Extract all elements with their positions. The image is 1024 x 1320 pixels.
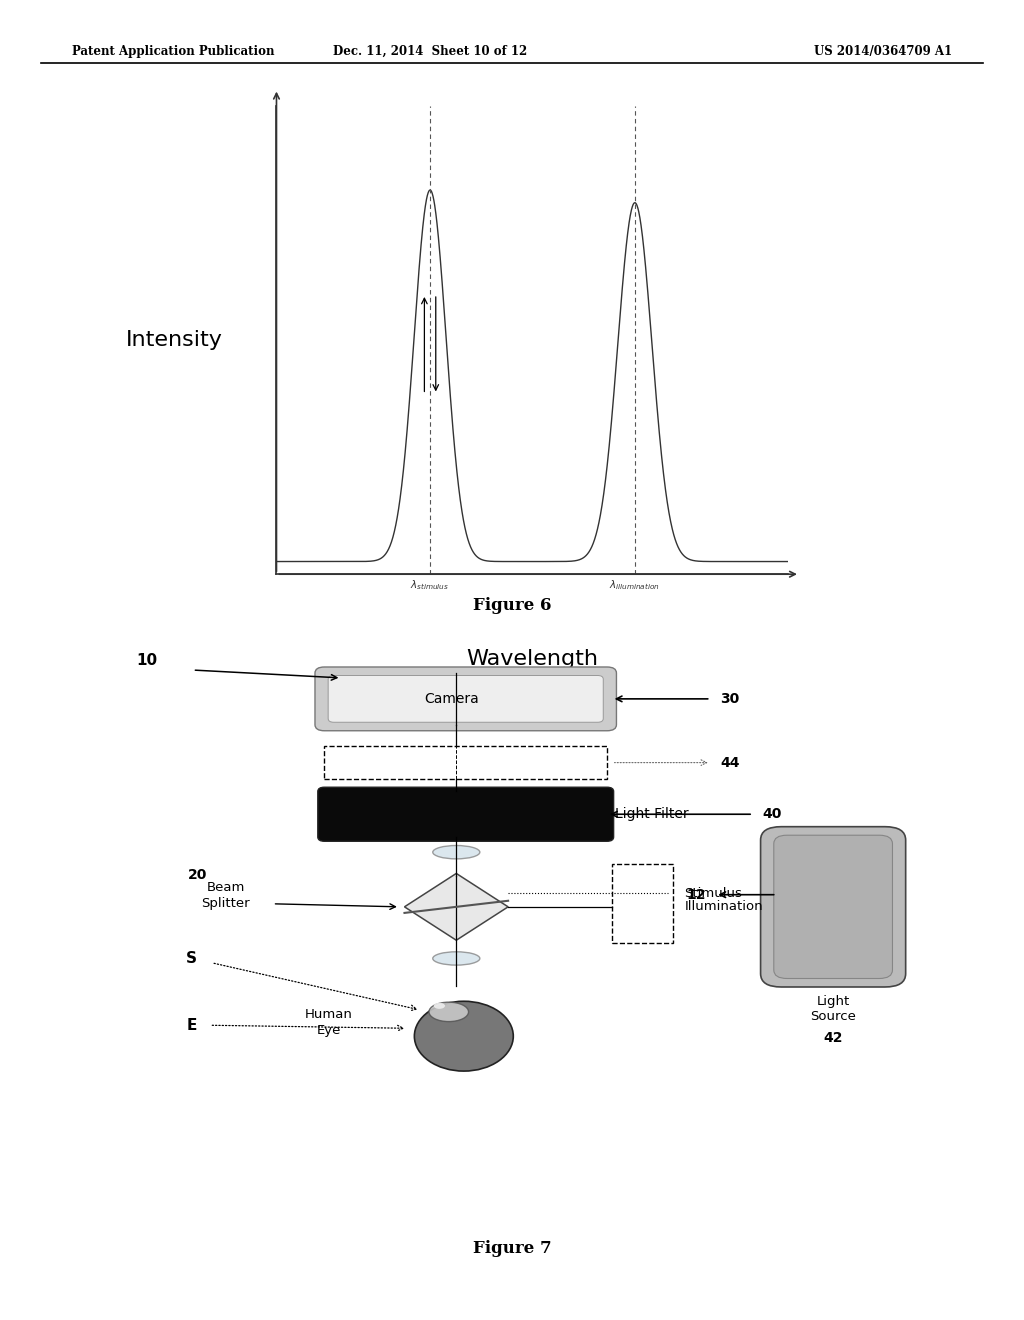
Text: Patent Application Publication: Patent Application Publication — [72, 45, 274, 58]
Text: E: E — [186, 1018, 198, 1032]
Bar — [325, 746, 607, 779]
Text: Light
Source: Light Source — [810, 995, 856, 1023]
Bar — [611, 865, 673, 944]
Text: Beam
Splitter: Beam Splitter — [201, 882, 250, 911]
Text: Figure 7: Figure 7 — [473, 1239, 551, 1257]
Text: Light Filter: Light Filter — [614, 808, 688, 821]
Text: 40: 40 — [763, 808, 782, 821]
Text: $\lambda_{stimulus}$: $\lambda_{stimulus}$ — [411, 578, 450, 593]
Ellipse shape — [434, 1003, 445, 1008]
Text: Illumination: Illumination — [684, 900, 763, 913]
Text: Camera: Camera — [424, 692, 479, 706]
Text: 12: 12 — [686, 887, 706, 902]
Ellipse shape — [429, 1002, 469, 1022]
Polygon shape — [404, 874, 508, 940]
Text: 44: 44 — [720, 755, 739, 770]
Text: Stimulus: Stimulus — [684, 887, 742, 900]
Ellipse shape — [433, 846, 480, 859]
Text: Figure 6: Figure 6 — [473, 597, 551, 614]
Text: 10: 10 — [136, 653, 157, 668]
FancyBboxPatch shape — [774, 836, 893, 978]
Text: 30: 30 — [720, 692, 739, 706]
Text: $\lambda_{illumination}$: $\lambda_{illumination}$ — [609, 578, 660, 593]
Text: 20: 20 — [187, 869, 207, 882]
FancyBboxPatch shape — [328, 676, 603, 722]
FancyBboxPatch shape — [317, 787, 613, 841]
Text: Intensity: Intensity — [126, 330, 222, 350]
Text: 42: 42 — [823, 1031, 843, 1045]
Ellipse shape — [433, 952, 480, 965]
Text: S: S — [186, 950, 198, 966]
Text: Human
Eye: Human Eye — [305, 1007, 353, 1036]
Text: Dec. 11, 2014  Sheet 10 of 12: Dec. 11, 2014 Sheet 10 of 12 — [333, 45, 527, 58]
FancyBboxPatch shape — [315, 667, 616, 731]
Text: US 2014/0364709 A1: US 2014/0364709 A1 — [814, 45, 952, 58]
Ellipse shape — [415, 1002, 513, 1071]
Text: Wavelength: Wavelength — [467, 649, 598, 669]
FancyBboxPatch shape — [761, 826, 905, 987]
